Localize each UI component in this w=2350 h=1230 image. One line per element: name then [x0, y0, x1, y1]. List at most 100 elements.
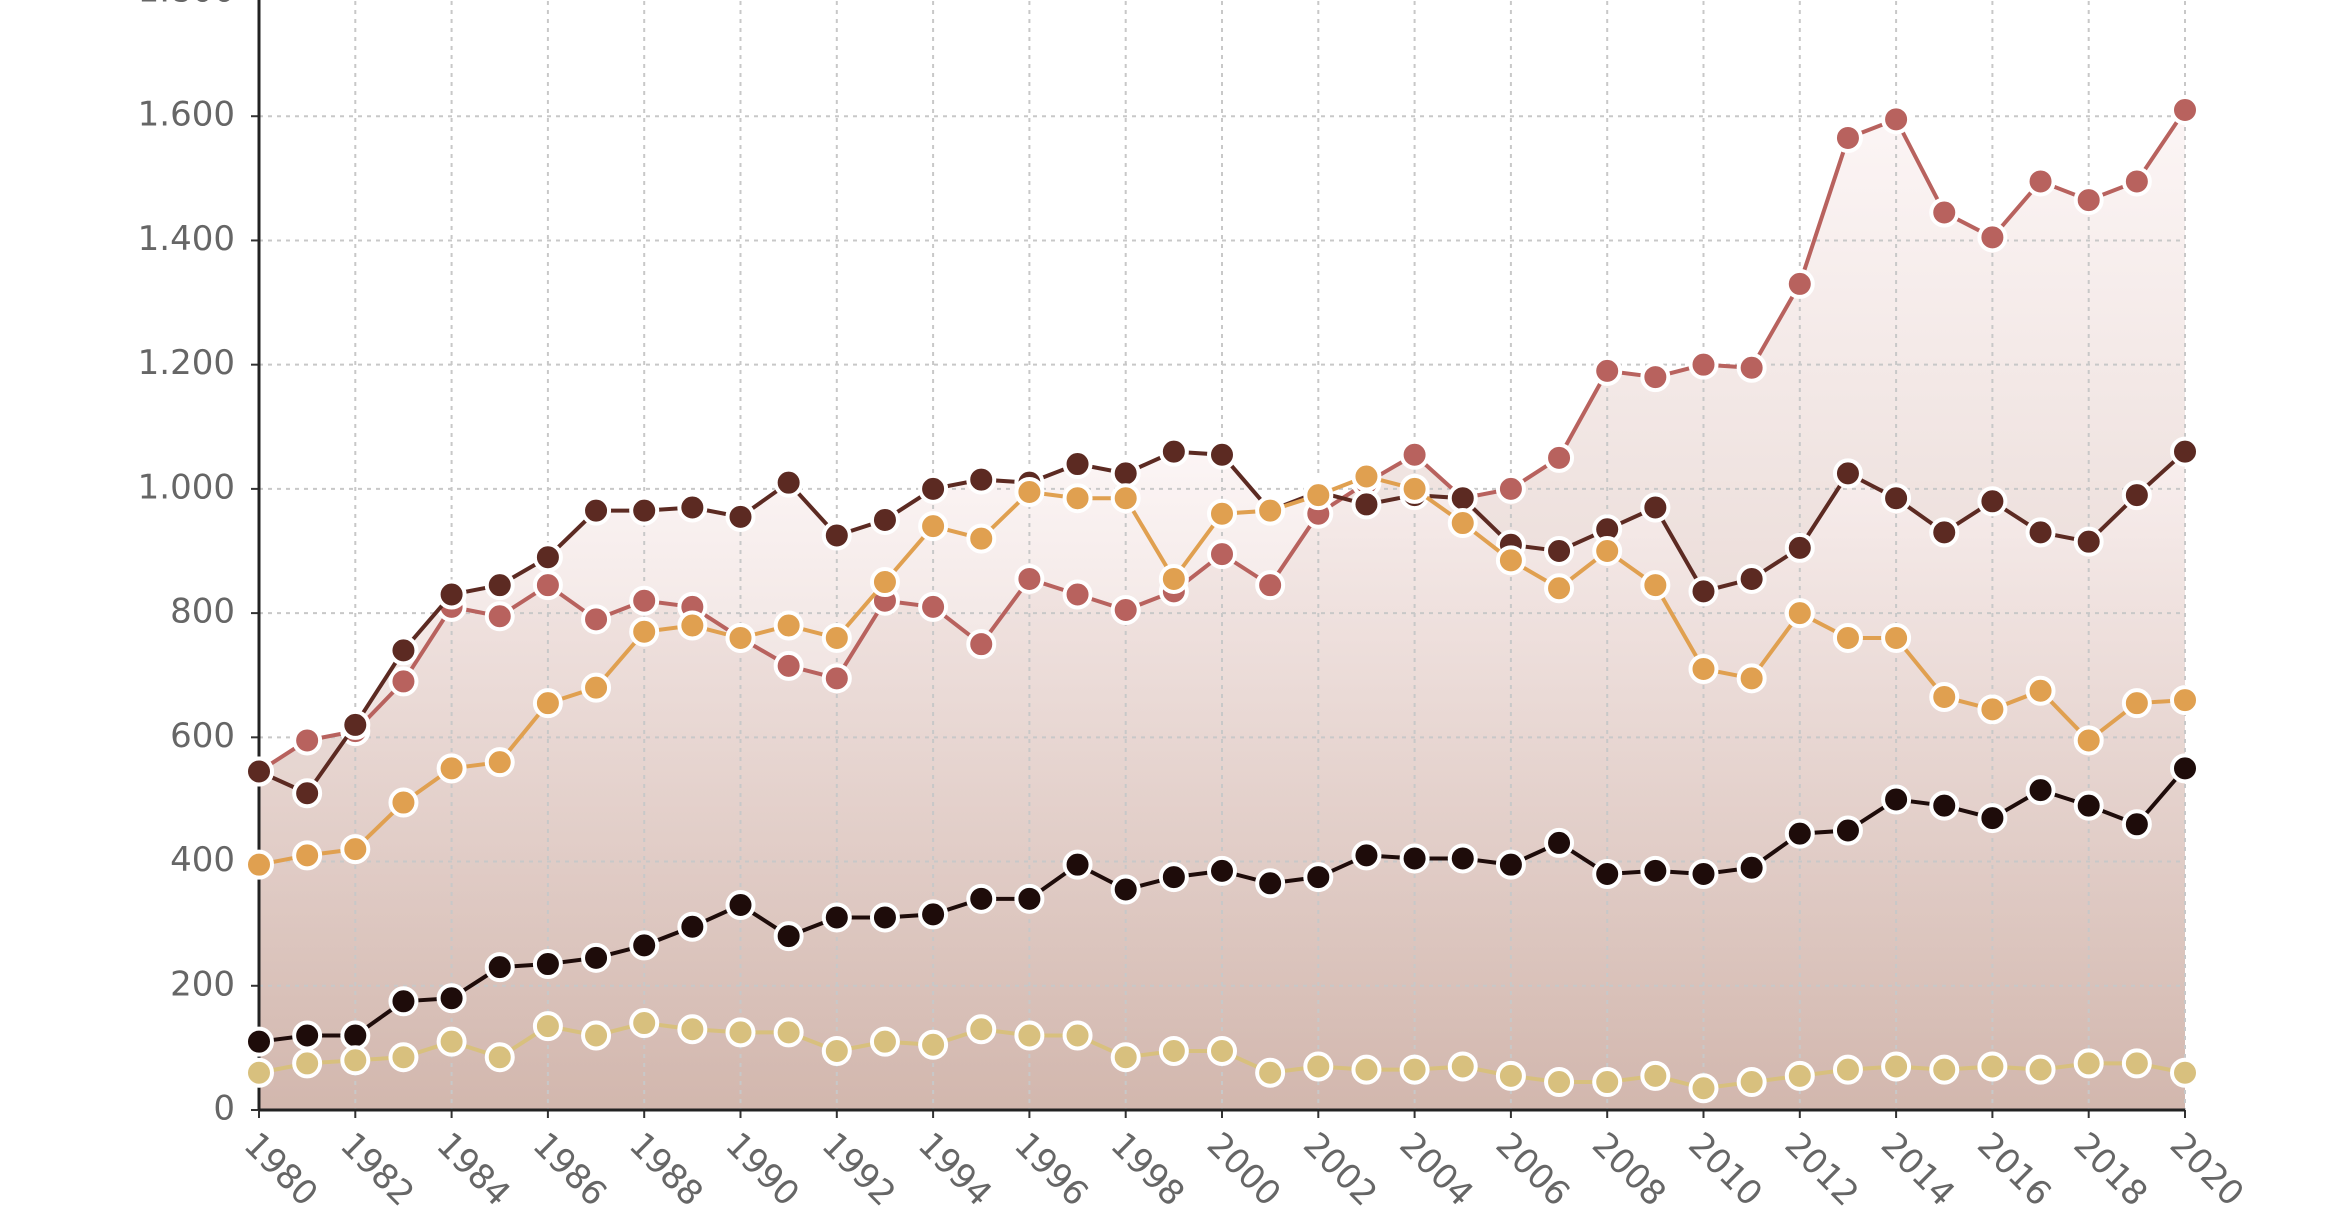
data-point: [340, 834, 371, 865]
data-point: [292, 1020, 323, 1051]
data-point: [1640, 570, 1671, 601]
data-point: [1736, 852, 1767, 883]
data-point: [1062, 483, 1093, 514]
data-point: [1062, 1020, 1093, 1051]
data-point: [244, 849, 274, 880]
data-point: [1881, 104, 1912, 135]
data-point: [2025, 517, 2056, 548]
data-point: [869, 567, 900, 598]
data-point: [1592, 858, 1623, 889]
data-point: [821, 1035, 852, 1066]
x-tick-label: 1994: [910, 1125, 999, 1214]
data-point: [677, 1014, 708, 1045]
data-point: [388, 666, 419, 697]
data-point: [1399, 439, 1430, 470]
data-point: [1351, 489, 1382, 520]
data-point: [1832, 122, 1863, 153]
data-point: [773, 467, 804, 498]
x-tick-label: 1984: [429, 1125, 518, 1214]
data-point: [918, 1029, 949, 1060]
data-point: [1495, 849, 1526, 880]
data-point: [821, 520, 852, 551]
x-tick-label: 1996: [1006, 1125, 1095, 1214]
data-point: [1447, 508, 1478, 539]
data-point: [1255, 1057, 1286, 1088]
data-point: [244, 1026, 274, 1057]
data-point: [2170, 436, 2200, 467]
data-point: [1351, 840, 1382, 871]
data-point: [581, 942, 612, 973]
data-point: [725, 622, 756, 653]
data-point: [1399, 843, 1430, 874]
x-tick-label: 1986: [525, 1125, 614, 1214]
data-point: [436, 579, 467, 610]
data-point: [1929, 517, 1960, 548]
data-point: [1158, 563, 1189, 594]
x-tick-label: 2018: [2066, 1125, 2155, 1214]
x-tick-label: 2014: [1873, 1125, 1962, 1214]
data-point: [532, 949, 563, 980]
data-point: [532, 688, 563, 719]
data-point: [1736, 1067, 1767, 1098]
data-point: [292, 1048, 323, 1079]
data-point: [773, 921, 804, 952]
data-point: [1977, 694, 2008, 725]
data-point: [1640, 855, 1671, 886]
data-point: [1351, 1054, 1382, 1085]
y-tick-label: 400: [170, 840, 235, 880]
x-tick-label: 1990: [717, 1125, 806, 1214]
data-point: [581, 604, 612, 635]
data-point: [966, 1014, 997, 1045]
data-point: [581, 495, 612, 526]
data-point: [1207, 498, 1237, 529]
data-point: [2121, 480, 2152, 511]
data-point: [1447, 843, 1478, 874]
data-point: [244, 756, 274, 787]
data-point: [340, 1045, 371, 1076]
data-point: [1784, 532, 1815, 563]
x-tick-label: 2020: [2162, 1125, 2251, 1214]
data-point: [1544, 1067, 1575, 1098]
data-point: [1688, 576, 1719, 607]
data-point: [1544, 536, 1575, 566]
data-point: [388, 635, 419, 666]
data-point: [1303, 862, 1334, 893]
data-point: [629, 1008, 660, 1039]
data-point: [1784, 818, 1815, 849]
data-point: [292, 840, 323, 871]
data-point: [869, 902, 900, 933]
data-point: [1110, 483, 1141, 514]
data-point: [821, 902, 852, 933]
data-point: [1592, 1067, 1623, 1098]
data-point: [532, 1011, 563, 1042]
data-point: [2170, 685, 2200, 716]
data-point: [725, 501, 756, 532]
data-point: [484, 1042, 515, 1073]
data-point: [1832, 622, 1863, 653]
data-point: [1158, 436, 1189, 467]
data-point: [388, 1042, 419, 1073]
x-tick-label: 2010: [1680, 1125, 1769, 1214]
data-point: [1447, 483, 1478, 514]
data-point: [581, 1020, 612, 1051]
data-point: [1207, 1035, 1237, 1066]
data-point: [869, 504, 900, 535]
data-point: [1255, 570, 1286, 601]
data-point: [1544, 827, 1575, 858]
x-tick-label: 1988: [621, 1125, 710, 1214]
y-tick-label: 1.200: [138, 343, 235, 383]
data-point: [725, 1017, 756, 1048]
data-point: [2025, 775, 2056, 806]
data-point: [1688, 1073, 1719, 1104]
data-point: [484, 601, 515, 632]
data-point: [1592, 536, 1623, 566]
data-point: [2121, 1048, 2152, 1079]
data-point: [1062, 849, 1093, 880]
data-point: [292, 778, 323, 809]
data-point: [1832, 458, 1863, 489]
data-point: [2121, 809, 2152, 840]
data-point: [1544, 573, 1575, 604]
data-point: [677, 610, 708, 641]
data-point: [1977, 486, 2008, 517]
